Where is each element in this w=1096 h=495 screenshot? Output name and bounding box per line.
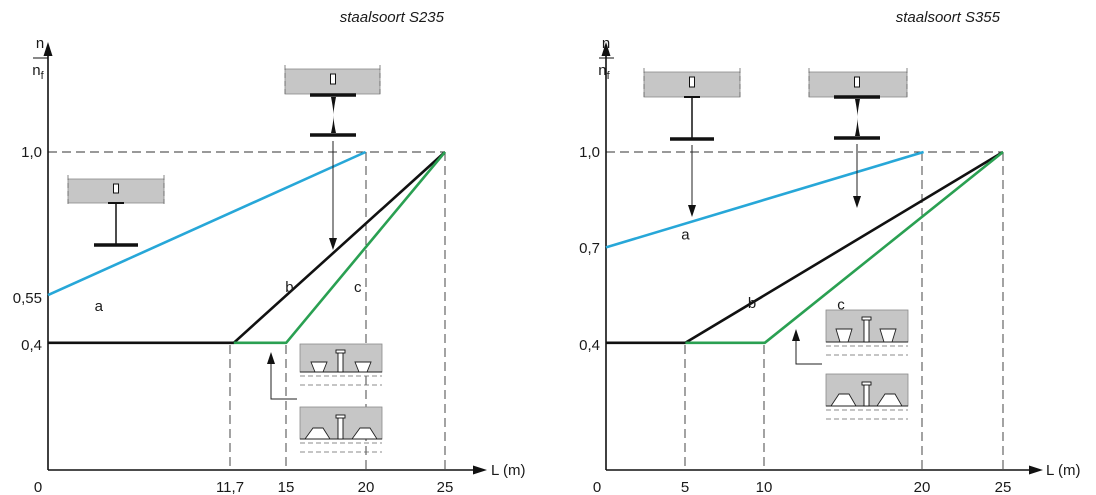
reference-dashed-lines [48, 151, 446, 470]
y-axis-arrow [601, 42, 611, 56]
cross-section-icon-b [284, 65, 381, 137]
deck-section-icon-c-lower [825, 373, 909, 420]
series-line-c [685, 150, 1004, 345]
cross-section-icon-b [808, 68, 908, 140]
series-label-c: c [354, 279, 362, 296]
chart-title: staalsoort S355 [896, 9, 1001, 26]
pointer-line-c [270, 363, 297, 400]
x-axis-label: L (m) [1046, 462, 1080, 479]
y-tick-label: 0,7 [579, 240, 600, 257]
series-group: a b c [47, 150, 446, 345]
y-axis-label-denominator: nf [598, 62, 610, 82]
x-tick-label: 25 [437, 479, 454, 495]
pointer-arrowhead-a [688, 205, 696, 217]
y-axis-label-denominator: nf [32, 62, 44, 82]
series-label-b: b [748, 295, 756, 312]
reference-dashed-lines [606, 151, 1004, 470]
pointer-line-c [795, 340, 822, 365]
series-label-a: a [681, 227, 690, 244]
x-tick-label: 0 [593, 479, 601, 495]
series-line-a [47, 150, 367, 297]
x-tick-label: 20 [914, 479, 931, 495]
pointer-arrowhead-c [792, 329, 800, 341]
chart-s235: staalsoort S235 n nf L (m) 0,4 0,55 1,0 … [13, 9, 526, 495]
series-line-a [605, 150, 924, 249]
y-tick-label: 1,0 [579, 144, 600, 161]
x-tick-label: 25 [995, 479, 1012, 495]
pointer-arrowhead-b [853, 196, 861, 208]
cross-section-icon-a [67, 175, 165, 247]
pointer-arrowhead-c [267, 352, 275, 364]
deck-section-icon-c-lower [299, 406, 383, 453]
x-tick-label: 15 [278, 479, 295, 495]
x-tick-label: 10 [756, 479, 773, 495]
y-tick-label: 0,55 [13, 290, 42, 307]
x-axis-arrow [1029, 465, 1043, 475]
series-label-c: c [837, 296, 845, 313]
x-tick-label: 20 [358, 479, 375, 495]
y-tick-label: 1,0 [21, 144, 42, 161]
y-axis-label-numerator: n [36, 35, 44, 52]
x-tick-label: 0 [34, 479, 42, 495]
series-label-b: b [285, 279, 293, 296]
chart-s355: staalsoort S355 n nf L (m) 0,4 0,7 1,0 0… [579, 9, 1080, 495]
y-tick-label: 0,4 [579, 337, 600, 354]
chart-title: staalsoort S235 [340, 9, 445, 26]
x-axis-label: L (m) [491, 462, 525, 479]
y-tick-label: 0,4 [21, 337, 42, 354]
y-axis-arrow [43, 42, 53, 56]
series-line-b [606, 150, 1004, 345]
series-line-c [233, 151, 446, 345]
deck-section-icon-c-upper [825, 309, 909, 356]
x-tick-label: 11,7 [216, 479, 244, 495]
series-label-a: a [95, 298, 104, 315]
x-axis-arrow [473, 465, 487, 475]
x-tick-label: 5 [681, 479, 689, 495]
deck-section-icon-c-upper [299, 343, 383, 386]
cross-section-icon-a [643, 68, 741, 141]
series-group: a b c [605, 150, 1004, 345]
pointer-arrowhead-b [329, 238, 337, 250]
